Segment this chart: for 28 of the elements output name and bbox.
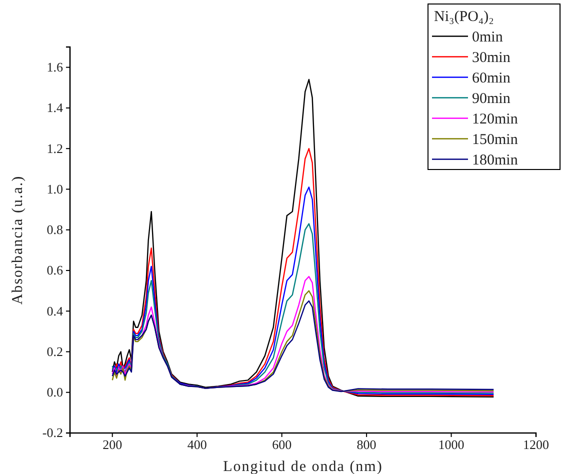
legend-label: 180min [472,152,518,168]
line-series [112,186,494,395]
y-tick-label: -0.2 [42,425,63,440]
y-tick-label: 1.2 [46,140,63,156]
y-tick-label: 0.2 [46,344,63,359]
x-axis-title: Longitud de onda (nm) [223,459,383,474]
legend-title: Ni₃(PO₄)₂ [434,9,494,25]
legend-label: 120min [472,111,518,128]
line-series [112,223,494,394]
x-tick-label: 600 [272,437,292,452]
x-tick-label: 200 [102,437,122,452]
y-tick-label: 0.8 [46,222,63,237]
x-tick-label: 1200 [523,437,549,452]
legend-label: 90min [472,90,511,107]
x-tick-label: 1000 [438,437,464,452]
y-tick-label: 1.0 [46,181,63,196]
legend-label: 0min [472,29,504,46]
x-tick-label: 400 [187,437,207,452]
y-tick-label: 0.0 [46,384,63,400]
y-tick-label: 1.6 [46,59,64,74]
y-axis-title: Absorbancia (u.a.) [10,175,26,305]
y-tick-label: 0.6 [46,262,64,278]
legend-label: 30min [472,50,511,66]
legend-label: 60min [472,70,511,86]
y-tick-label: 1.4 [46,100,64,116]
legend-label: 150min [472,132,518,148]
y-tick-label: 0.4 [46,303,64,318]
x-tick-label: 800 [356,437,376,452]
